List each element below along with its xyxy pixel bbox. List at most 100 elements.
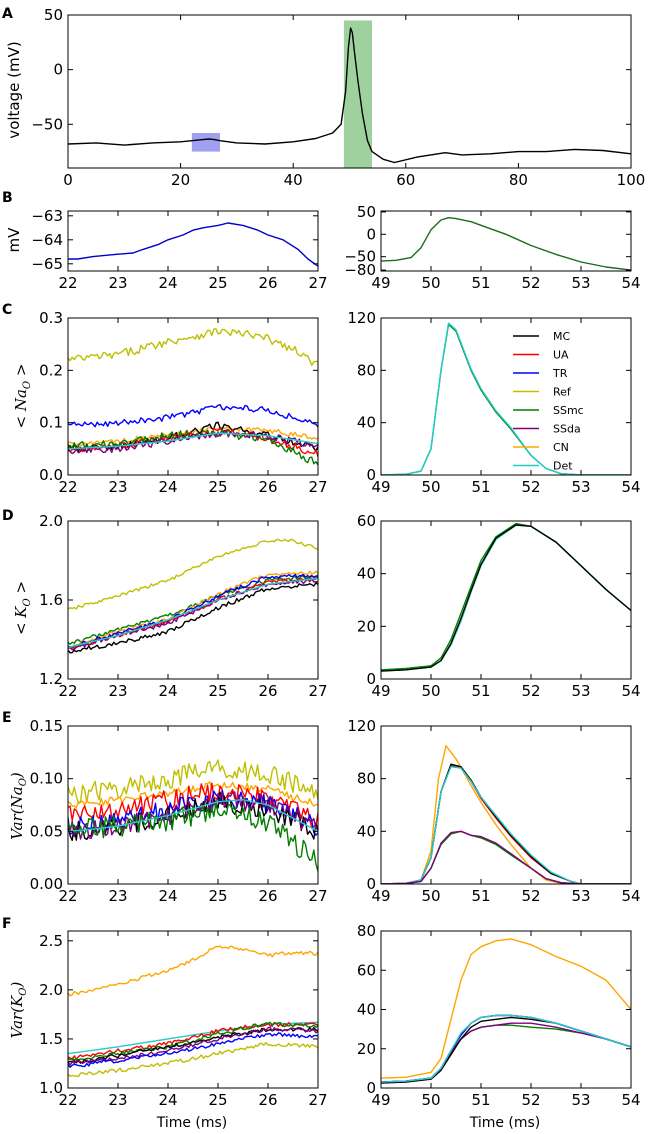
series-line-voltage	[68, 27, 631, 164]
series-line-ua	[381, 764, 631, 884]
panel-d-right: 49 50 51 52 53 54 0 20 40 60	[357, 512, 641, 700]
panel-b-right: 49 50 51 52 53 54 50 0 −50−80	[344, 203, 640, 292]
series-line-ssda	[68, 429, 318, 455]
y-tick-label: 50	[357, 203, 376, 221]
highlight-region-2	[343, 20, 373, 168]
y-tick-label: 0.0	[39, 466, 63, 484]
axes-frame	[380, 520, 632, 680]
y-tick-label: 0	[366, 1079, 376, 1097]
x-tick-label: 52	[521, 682, 540, 700]
series-line-voltage	[68, 222, 318, 267]
series-line-ssmc	[68, 802, 318, 872]
panel-label-b: B	[2, 190, 13, 206]
x-tick-label: 25	[208, 682, 227, 700]
x-tick-label: 25	[208, 274, 227, 292]
axes-frame	[67, 725, 319, 885]
x-tick-label: 52	[521, 887, 540, 905]
y-tick-label: 2.5	[39, 932, 63, 950]
legend-label-ref: Ref	[553, 386, 572, 399]
x-tick-label: 51	[471, 887, 490, 905]
legend-label-ssmc: SSmc	[553, 404, 584, 417]
x-tick-label: 24	[158, 682, 177, 700]
x-tick-label: 22	[58, 478, 77, 496]
panel-d-left: 22 23 24 25 26 27 1.2 1.6 2.0	[39, 512, 327, 700]
series-line-tr	[68, 573, 318, 648]
x-tick-label: 22	[58, 274, 77, 292]
panels: 0 20 40 60 80 100 50 0 −50 22 23 24 25 26 27 −63 −64 −65 4…	[30, 6, 646, 1109]
panel-label-d: D	[2, 508, 14, 524]
x-tick-label: 49	[371, 682, 390, 700]
x-tick-label: 53	[571, 887, 590, 905]
panel-a: 0 20 40 60 80 100 50 0 −50	[31, 6, 645, 189]
x-tick-label: 27	[308, 1091, 327, 1109]
series-line-ssmc	[381, 323, 631, 475]
series-line-ref	[68, 1041, 318, 1078]
series-line-mc	[381, 524, 631, 672]
svg-text:< NaO >: < NaO >	[12, 364, 33, 429]
y-tick-label: 80	[357, 361, 376, 379]
axes-frame	[67, 317, 319, 476]
x-tick-label: 53	[571, 682, 590, 700]
series-line-det	[381, 524, 631, 672]
panel-label-a: A	[2, 6, 13, 22]
y-tick-label: −80	[344, 261, 376, 279]
y-tick-label: −65	[31, 255, 63, 273]
y-tick-label: 1.2	[39, 670, 63, 688]
x-tick-label: 50	[421, 887, 440, 905]
ylabel-na-mean: < NaO >	[12, 364, 33, 429]
x-tick-label: 23	[108, 274, 127, 292]
x-tick-label: 51	[471, 274, 490, 292]
series-line-cn	[381, 938, 631, 1079]
panel-e-left: 22 23 24 25 26 27 0.00 0.05 0.10 0.15	[30, 717, 328, 905]
y-tick-label: −63	[31, 207, 63, 225]
x-tick-label: 60	[396, 171, 415, 189]
x-tick-label: 49	[371, 887, 390, 905]
xlabel-right: Time (ms)	[469, 1115, 541, 1131]
plot-area-b-right	[381, 216, 631, 271]
y-tick-label: 120	[347, 309, 376, 327]
legend-label-det: Det	[553, 460, 573, 473]
series-line-ssmc	[381, 830, 631, 884]
y-tick-label: 0	[366, 225, 376, 243]
plot-area-c-left	[68, 328, 318, 466]
series-line-ref	[68, 328, 318, 366]
y-tick-label: 20	[357, 617, 376, 635]
y-tick-label: 40	[357, 822, 376, 840]
svg-text:Var(KO): Var(KO)	[8, 982, 29, 1039]
legend-label-cn: CN	[553, 441, 569, 454]
x-tick-label: 22	[58, 1091, 77, 1109]
series-line-ssda	[68, 1026, 318, 1066]
y-tick-label: 40	[357, 565, 376, 583]
x-tick-label: 26	[258, 274, 277, 292]
x-tick-label: 51	[471, 1091, 490, 1109]
x-tick-label: 49	[371, 274, 390, 292]
axes-frame	[67, 210, 319, 272]
panel-label-c: C	[2, 302, 12, 318]
ylabel-k-var: Var(KO)	[8, 982, 29, 1039]
series-line-det	[68, 799, 318, 832]
ylabel-k-mean-main: < K	[12, 606, 30, 635]
x-tick-label: 22	[58, 682, 77, 700]
y-tick-label: 1.5	[39, 1030, 63, 1048]
plot-area-e-left	[68, 759, 318, 872]
x-tick-label: 52	[521, 478, 540, 496]
x-tick-label: 50	[421, 682, 440, 700]
y-tick-label: 0.1	[39, 414, 63, 432]
y-tick-label: 20	[357, 1040, 376, 1058]
series-line-det	[381, 1014, 631, 1083]
x-tick-label: 27	[308, 887, 327, 905]
x-tick-label: 54	[621, 274, 640, 292]
ylabel-k-mean: < KO >	[12, 581, 33, 635]
y-tick-label: 0.05	[30, 822, 63, 840]
y-tick-label: 2.0	[39, 512, 63, 530]
svg-text:< KO >: < KO >	[12, 581, 33, 635]
series-line-det	[68, 577, 318, 649]
y-tick-label: 80	[357, 922, 376, 940]
panel-c-left: 22 23 24 25 26 27 0.0 0.1 0.2 0.3	[39, 309, 327, 496]
y-tick-label: 50	[44, 6, 63, 24]
axes-frame	[380, 725, 632, 885]
series-line-ua	[68, 782, 318, 829]
x-tick-label: 49	[371, 1091, 390, 1109]
x-tick-label: 26	[258, 478, 277, 496]
series-line-ssda	[381, 830, 631, 884]
